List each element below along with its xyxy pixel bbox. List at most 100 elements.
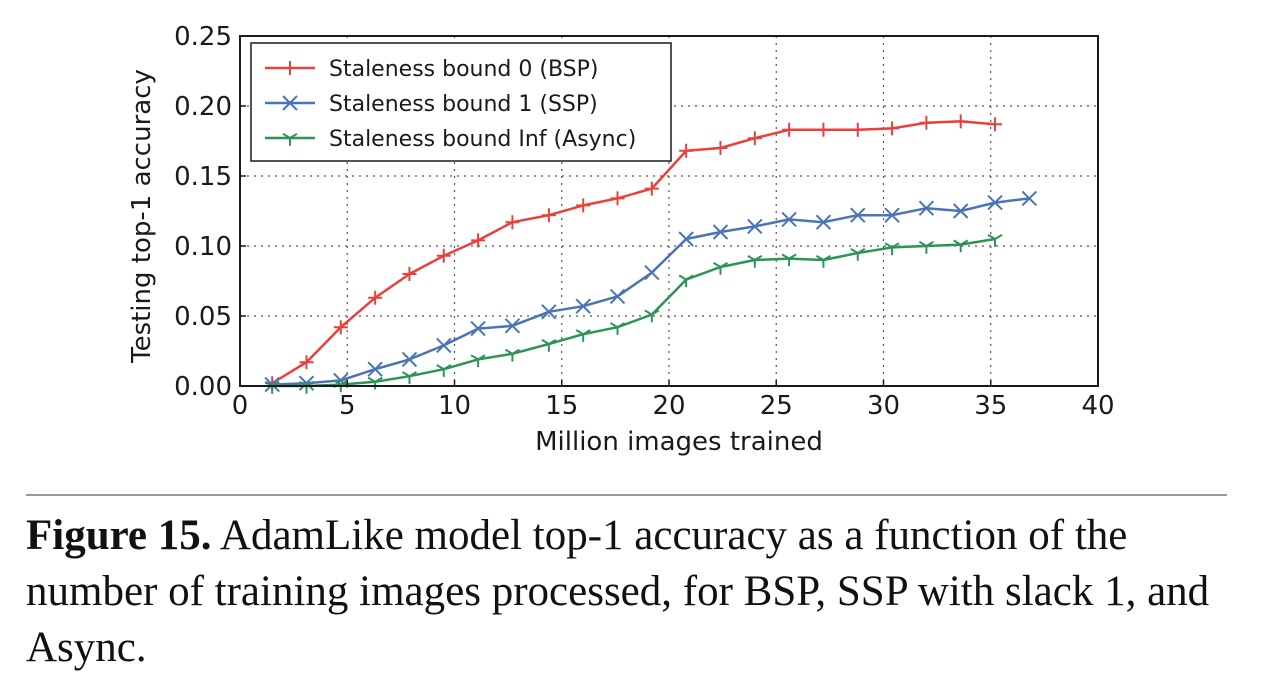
series: [264, 190, 1038, 393]
series-marker: [884, 207, 900, 223]
legend-box: [250, 42, 672, 162]
series-marker: [644, 181, 659, 196]
series-marker: [953, 239, 969, 253]
series-marker: [815, 214, 832, 230]
series-marker: [712, 224, 729, 240]
y-tick-label: 0.15: [174, 162, 232, 192]
series-marker: [470, 354, 486, 368]
series-marker: [609, 288, 626, 305]
series-marker: [850, 122, 865, 137]
legend-label: Staleness bound 1 (SSP): [329, 92, 598, 117]
series-marker: [401, 371, 417, 384]
series-marker: [987, 233, 1003, 247]
series-marker: [368, 290, 383, 305]
series-marker: [747, 131, 762, 146]
caption-text: AdamLike model top-1 accuracy as a funct…: [26, 512, 1210, 671]
series-marker: [987, 194, 1003, 211]
series-marker: [884, 242, 900, 256]
series-marker: [644, 309, 660, 323]
series-marker: [712, 261, 728, 275]
plot-series: [264, 114, 1038, 394]
series-marker: [781, 211, 797, 228]
legend-item: Staleness bound 1 (SSP): [265, 92, 598, 117]
x-tick-label: 35: [974, 391, 1007, 421]
series-marker: [367, 376, 383, 390]
y-axis-title: Testing top-1 accuracy: [127, 69, 157, 364]
legend-item: Staleness bound 0 (BSP): [265, 57, 598, 82]
series-marker: [850, 247, 866, 261]
x-tick-label: 5: [339, 391, 356, 421]
series-marker: [815, 254, 831, 268]
series-marker: [919, 115, 934, 130]
x-tick-label: 0: [232, 391, 249, 421]
series-marker: [299, 355, 314, 370]
y-tick-label: 0.05: [174, 302, 232, 332]
series-marker: [678, 231, 694, 247]
legend-label: Staleness bound Inf (Async): [329, 127, 636, 152]
series-marker: [436, 337, 452, 354]
x-tick-label: 15: [545, 391, 578, 421]
series-marker: [781, 253, 797, 267]
x-tick-label: 40: [1081, 391, 1114, 421]
series-marker: [471, 233, 486, 248]
series-marker: [283, 61, 297, 75]
x-tick-label: 30: [867, 391, 900, 421]
series-marker: [470, 320, 486, 337]
series-marker: [678, 274, 694, 288]
caption-divider: [26, 494, 1227, 496]
figure-caption: Figure 15. AdamLike model top-1 accuracy…: [26, 508, 1236, 676]
series-line: [272, 237, 996, 388]
series-marker: [402, 267, 417, 281]
series-marker: [504, 348, 520, 362]
legend: Staleness bound 0 (BSP) Staleness bound 1…: [250, 42, 672, 162]
series-marker: [541, 208, 556, 223]
accuracy-line-chart: 0 5 10 15 20 25 30 35 40 0.00 0.05 0.10 0.15 0.20 0.25…: [127, 22, 1115, 457]
series-marker: [282, 95, 298, 111]
y-tick-label: 0.25: [174, 22, 232, 52]
series-marker: [541, 304, 557, 320]
series-marker: [401, 351, 418, 368]
series-marker: [264, 376, 280, 393]
series-marker: [576, 198, 591, 213]
series-marker: [282, 132, 298, 146]
series-marker: [988, 117, 1003, 132]
x-tick-label: 25: [760, 391, 793, 421]
series-marker: [713, 141, 728, 155]
series: [265, 114, 1003, 391]
series-marker: [505, 215, 520, 230]
y-tick-label: 0.00: [174, 372, 232, 402]
series-marker: [953, 203, 969, 219]
series-marker: [850, 207, 866, 223]
y-tick-label: 0.10: [174, 232, 232, 262]
series-marker: [575, 329, 591, 342]
legend-label: Staleness bound 0 (BSP): [329, 57, 598, 82]
series-marker: [747, 218, 763, 235]
series-marker: [1021, 190, 1038, 207]
axis-ticks: 0 5 10 15 20 25 30 35 40 0.00 0.05 0.10 0.15 0.20 0.25: [174, 22, 1114, 421]
series-marker: [747, 254, 763, 268]
series-marker: [816, 122, 831, 137]
series-marker: [436, 248, 451, 263]
y-tick-label: 0.20: [174, 92, 232, 122]
series-marker: [575, 298, 591, 314]
series-marker: [610, 191, 625, 206]
series-marker: [644, 264, 660, 281]
series-marker: [610, 322, 626, 335]
series-marker: [367, 361, 383, 377]
series-marker: [333, 320, 348, 335]
series-marker: [918, 240, 934, 254]
x-axis-title: Million images trained: [535, 427, 823, 457]
series-marker: [782, 122, 797, 137]
series-marker: [679, 143, 694, 158]
series-line: [271, 120, 996, 385]
series-marker: [504, 318, 521, 334]
x-tick-label: 10: [438, 391, 471, 421]
series-marker: [885, 121, 900, 136]
caption-label: Figure 15.: [26, 512, 212, 559]
series-marker: [953, 114, 968, 129]
series-marker: [918, 200, 935, 216]
series-marker: [298, 375, 315, 391]
x-tick-label: 20: [652, 391, 685, 421]
legend-item: Staleness bound Inf (Async): [265, 127, 636, 152]
series-marker: [541, 338, 557, 352]
